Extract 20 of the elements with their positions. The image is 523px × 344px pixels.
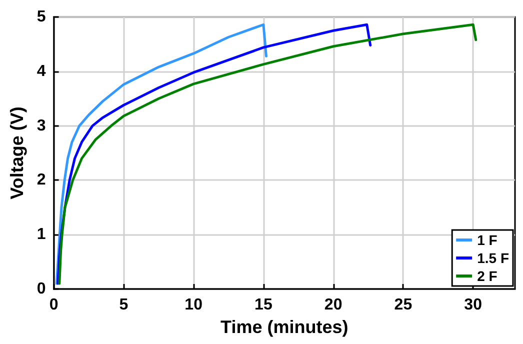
x-tick-label: 5 [119, 296, 128, 314]
y-tick-label: 2 [36, 172, 46, 189]
y-tick-label: 1 [36, 226, 46, 244]
legend-label: 1.5 F [477, 250, 510, 266]
y-tick-label: 5 [36, 8, 46, 26]
y-axis-title: Voltage (V) [7, 106, 27, 200]
x-tick-label: 25 [394, 296, 412, 314]
line-series [55, 23, 268, 285]
y-tick-label: 0 [36, 280, 46, 298]
x-tick-label: 20 [324, 296, 342, 314]
x-axis-title: Time (minutes) [220, 316, 348, 337]
legend-label: 2 F [477, 268, 498, 284]
x-tick-label: 10 [184, 296, 203, 314]
y-tick-label: 4 [36, 62, 46, 80]
x-tick-label: 15 [254, 296, 272, 314]
x-tick-label: 30 [464, 296, 482, 314]
legend-label: 1 F [477, 232, 498, 248]
line-series [58, 23, 478, 285]
y-tick-label: 3 [36, 117, 46, 134]
x-tick-label: 0 [49, 296, 58, 314]
